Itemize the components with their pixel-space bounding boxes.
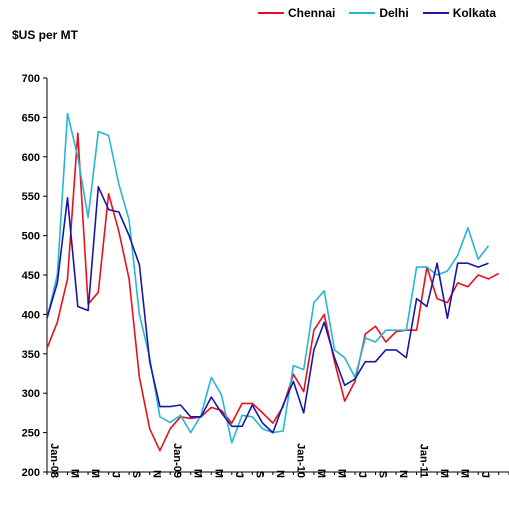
legend-swatch-delhi bbox=[349, 12, 376, 14]
y-tick-label: 600 bbox=[22, 152, 40, 164]
x-tick-label: Jan-11 bbox=[418, 444, 430, 478]
y-tick-label: 450 bbox=[22, 270, 40, 282]
series-line-delhi bbox=[46, 112, 490, 444]
x-tick-label: M bbox=[438, 469, 450, 478]
x-tick-label: J bbox=[233, 472, 245, 478]
x-tick-label: N bbox=[274, 470, 286, 478]
x-tick-label: M bbox=[89, 469, 101, 478]
y-tick-label: 550 bbox=[22, 191, 40, 203]
x-tick-label: S bbox=[130, 471, 142, 478]
x-tick-label: N bbox=[397, 470, 409, 478]
legend-swatch-kolkata bbox=[422, 12, 449, 14]
y-axis-title: $US per MT bbox=[12, 28, 79, 42]
x-tick-label: M bbox=[212, 469, 224, 478]
x-tick-label: M bbox=[315, 469, 327, 478]
legend-label-chennai: Chennai bbox=[288, 6, 336, 20]
x-tick-label: J bbox=[110, 472, 122, 478]
x-tick-label: Jan-08 bbox=[48, 443, 60, 478]
y-tick-label: 200 bbox=[22, 467, 40, 479]
y-tick-label: 650 bbox=[22, 112, 40, 124]
x-tick-label: M bbox=[459, 469, 471, 478]
x-tick-label: Jan-10 bbox=[294, 443, 306, 478]
y-tick-label: 500 bbox=[22, 231, 40, 243]
legend-item-kolkata: Kolkata bbox=[422, 6, 497, 20]
x-tick-label: M bbox=[335, 469, 347, 478]
x-tick-label: Jan-09 bbox=[171, 443, 183, 478]
legend: Chennai Delhi Kolkata bbox=[258, 6, 496, 20]
legend-swatch-chennai bbox=[258, 12, 284, 14]
legend-label-delhi: Delhi bbox=[379, 6, 409, 20]
series-line-chennai bbox=[46, 132, 500, 452]
x-tick-label: N bbox=[151, 470, 163, 478]
y-tick-label: 700 bbox=[22, 73, 40, 85]
x-tick-label: S bbox=[377, 471, 389, 478]
x-tick-label: M bbox=[192, 469, 204, 478]
series-line-kolkata bbox=[46, 185, 489, 434]
y-tick-label: 250 bbox=[22, 428, 40, 440]
y-tick-label: 300 bbox=[22, 388, 40, 400]
y-tick-label: 400 bbox=[22, 309, 40, 321]
legend-label-kolkata: Kolkata bbox=[452, 6, 497, 20]
legend-item-chennai: Chennai bbox=[258, 6, 335, 20]
x-tick-label: M bbox=[69, 469, 81, 478]
legend-item-delhi: Delhi bbox=[349, 6, 409, 20]
x-tick-label: J bbox=[356, 472, 368, 478]
x-tick-label: J bbox=[479, 472, 491, 478]
x-tick-label: S bbox=[253, 471, 265, 478]
y-tick-label: 350 bbox=[22, 349, 40, 361]
